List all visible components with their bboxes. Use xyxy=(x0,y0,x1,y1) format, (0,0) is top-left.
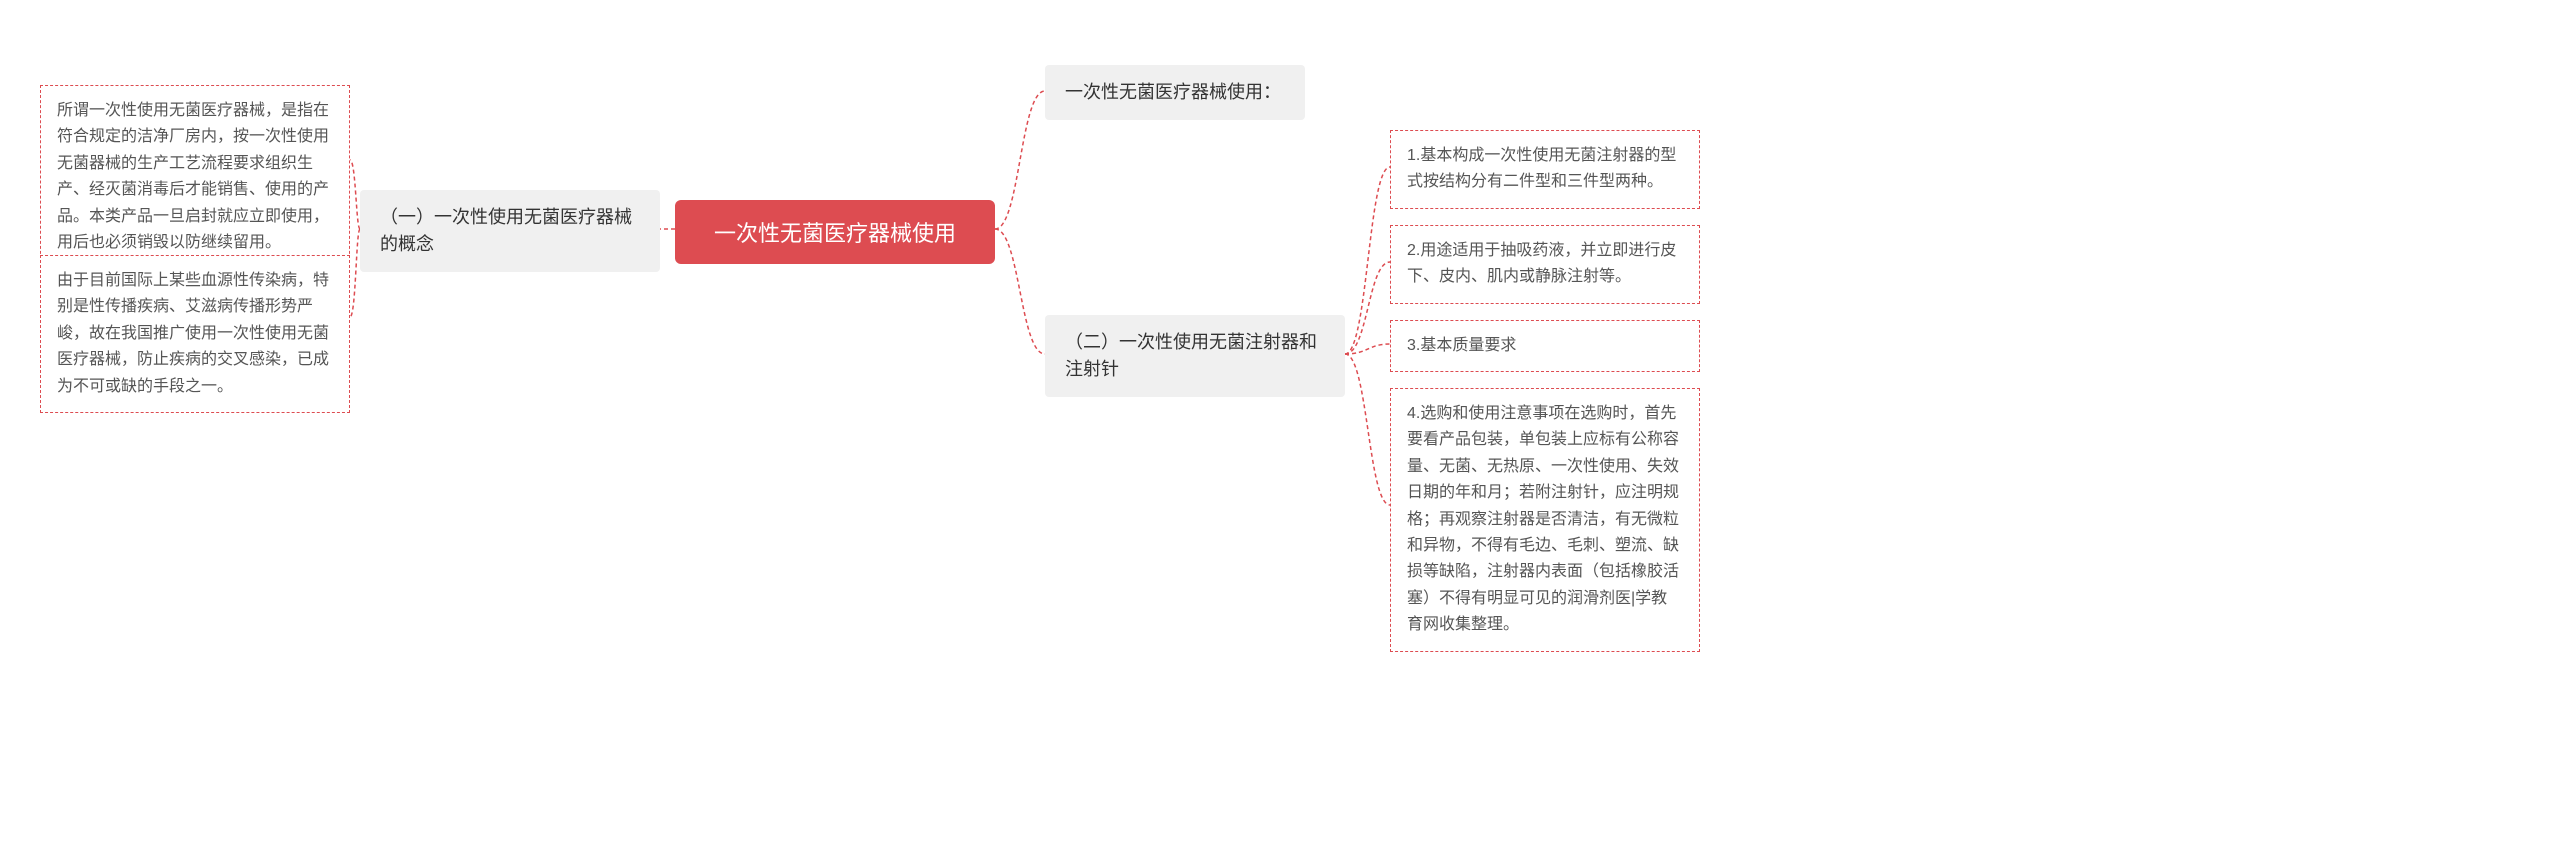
connector xyxy=(995,91,1045,229)
connector xyxy=(350,160,360,229)
root-node[interactable]: 一次性无菌医疗器械使用 xyxy=(675,200,995,264)
connector xyxy=(1345,344,1390,354)
connector xyxy=(350,229,360,317)
connector xyxy=(1345,354,1390,505)
leaf-concept-reason: 由于目前国际上某些血源性传染病，特别是性传播疾病、艾滋病传播形势严峻，故在我国推… xyxy=(40,255,350,413)
connector xyxy=(995,229,1045,354)
branch-usage-title[interactable]: 一次性无菌医疗器械使用： xyxy=(1045,65,1305,120)
connector-layer xyxy=(0,0,2560,863)
connector xyxy=(1345,167,1390,354)
mindmap-canvas: 一次性无菌医疗器械使用 （一）一次性使用无菌医疗器械的概念 所谓一次性使用无菌医… xyxy=(0,0,2560,863)
leaf-concept-definition: 所谓一次性使用无菌医疗器械，是指在符合规定的洁净厂房内，按一次性使用无菌器械的生… xyxy=(40,85,350,269)
branch-concept[interactable]: （一）一次性使用无菌医疗器械的概念 xyxy=(360,190,660,272)
connector xyxy=(1345,262,1390,354)
leaf-syringe-purchase: 4.选购和使用注意事项在选购时，首先要看产品包装，单包装上应标有公称容量、无菌、… xyxy=(1390,388,1700,652)
leaf-syringe-structure: 1.基本构成一次性使用无菌注射器的型式按结构分有二件型和三件型两种。 xyxy=(1390,130,1700,209)
leaf-syringe-use: 2.用途适用于抽吸药液，并立即进行皮下、皮内、肌内或静脉注射等。 xyxy=(1390,225,1700,304)
leaf-syringe-quality: 3.基本质量要求 xyxy=(1390,320,1700,372)
branch-syringe[interactable]: （二）一次性使用无菌注射器和注射针 xyxy=(1045,315,1345,397)
